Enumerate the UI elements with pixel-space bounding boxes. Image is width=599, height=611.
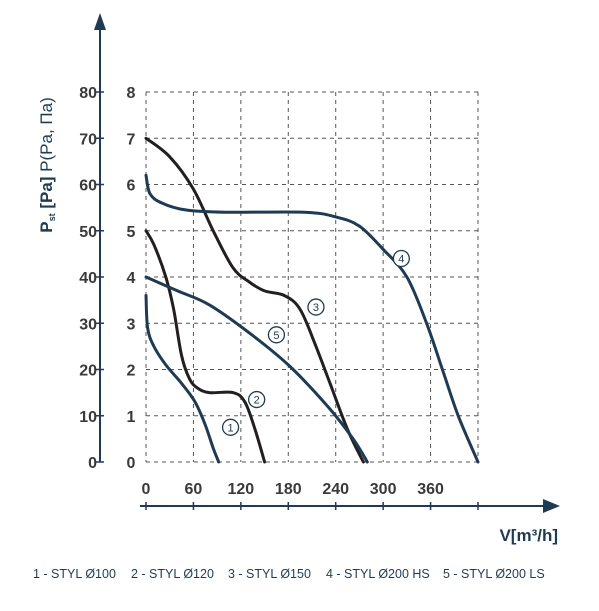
x-tick-label: 0 <box>142 481 151 498</box>
y-tick-label-right: 4 <box>127 270 136 287</box>
series-line-1 <box>144 294 221 464</box>
legend-item: 4 - STYL Ø200 HS <box>326 567 430 581</box>
y-axis-title: Pst [Pa] P(Pa, Па) <box>37 97 57 233</box>
chart-axes <box>94 13 560 513</box>
curve-label-circle <box>267 326 286 344</box>
y-tick-label-left: 30 <box>79 316 97 333</box>
y-tick-label-right: 3 <box>127 316 136 333</box>
legend-item: 5 - STYL Ø200 LS <box>443 567 545 581</box>
y-tick-labels-left: 0 10 20 30 40 50 60 70 80 <box>79 85 97 472</box>
y-tick-label-right: 0 <box>127 455 136 472</box>
y-tick-label-left: 40 <box>79 270 97 287</box>
x-axis-title: V[m³/h] <box>499 526 558 545</box>
legend-item: 1 - STYL Ø100 <box>33 567 116 581</box>
x-tick-label: 300 <box>370 481 397 498</box>
series-line-4 <box>144 173 480 464</box>
x-tick-label: 180 <box>275 481 302 498</box>
y-label-bracket: [Pa] <box>37 177 56 209</box>
series-line-5 <box>144 275 369 464</box>
curve-label-circle <box>307 298 325 316</box>
y-tick-label-right: 7 <box>127 131 136 148</box>
curve-label-2: 2 <box>254 395 260 407</box>
y-tick-label-left: 60 <box>79 178 97 195</box>
series-line-3 <box>144 136 365 464</box>
y-tick-label-left: 80 <box>79 85 97 102</box>
y-label-sub: st <box>47 213 57 221</box>
y-label-main: P <box>37 221 56 232</box>
x-axis-arrow-icon <box>543 499 560 513</box>
curve-label-circle <box>392 249 410 268</box>
legend: 1 - STYL Ø100 2 - STYL Ø120 3 - STYL Ø150 4… <box>33 567 545 581</box>
curve-labels: 1 2 3 4 5 <box>221 249 410 436</box>
curve-label-1: 1 <box>228 422 234 434</box>
y-tick-label-right: 5 <box>127 224 136 241</box>
y-tick-label-right: 8 <box>127 85 136 102</box>
y-tick-label-left: 70 <box>79 131 97 148</box>
curve-label-circle <box>248 390 266 409</box>
x-tick-labels: 0 60 120 180 240 300 360 <box>142 481 444 498</box>
svg-text:Pst [Pa] P(Pa, Па): Pst [Pa] P(Pa, Па) <box>37 97 57 233</box>
y-tick-label-left: 20 <box>79 363 97 380</box>
curve-label-5: 5 <box>273 330 279 342</box>
x-tick-label: 240 <box>322 481 349 498</box>
x-tick-label: 60 <box>185 481 203 498</box>
y-tick-label-left: 50 <box>79 224 97 241</box>
y-label-alt: P(Pa, Па) <box>37 97 56 172</box>
y-tick-label-right: 2 <box>127 363 136 380</box>
curve-label-circle <box>221 418 240 436</box>
curve-label-4: 4 <box>398 254 404 266</box>
chart-series <box>144 136 480 464</box>
chart-grid <box>96 91 479 510</box>
y-tick-label-left: 10 <box>79 409 97 426</box>
y-tick-label-right: 6 <box>127 178 136 195</box>
y-axis-arrow-icon <box>94 13 106 30</box>
legend-item: 3 - STYL Ø150 <box>228 567 311 581</box>
x-tick-label: 360 <box>417 481 444 498</box>
legend-item: 2 - STYL Ø120 <box>131 567 214 581</box>
x-tick-label: 120 <box>228 481 255 498</box>
series-line-2 <box>144 229 267 464</box>
y-tick-labels-right: 0 1 2 3 4 5 6 7 8 <box>127 85 136 472</box>
curve-label-3: 3 <box>313 302 319 314</box>
y-tick-label-left: 0 <box>88 455 97 472</box>
y-tick-label-right: 1 <box>127 409 136 426</box>
